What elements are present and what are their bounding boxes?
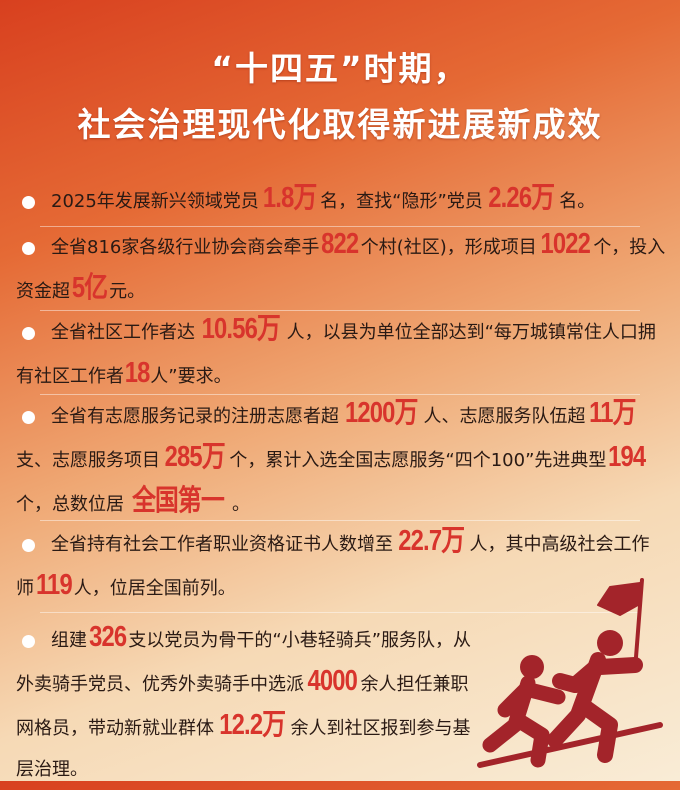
highlight-number: 1022 <box>540 228 590 260</box>
divider <box>40 310 640 311</box>
highlight-number: 194 <box>608 441 646 473</box>
body-text: 人”要求。 <box>150 366 232 387</box>
highlight-number: 285万 <box>164 441 226 473</box>
body-text: 全省持有社会工作者职业资格证书人数增至 <box>51 534 393 555</box>
highlight-number: 2.26万 <box>488 182 555 214</box>
body-text: 人，以县为单位全部达到“每万城镇常住人口拥有社区工作者 <box>16 322 656 387</box>
divider <box>40 394 640 395</box>
body-text: 人、志愿服务队伍超 <box>423 406 586 427</box>
highlight-number: 1.8万 <box>262 182 317 214</box>
body-text: 个，总数位居 <box>16 494 124 515</box>
highlight-number: 10.56万 <box>201 313 281 345</box>
body-text: 余人到社区报到参与基层治理。 <box>16 718 471 780</box>
body-text: 支、志愿服务项目 <box>16 450 160 471</box>
highlight-number: 5亿 <box>71 272 108 304</box>
highlight-number: 12.2万 <box>219 709 286 741</box>
highlight-number: 全国第一 <box>132 485 225 517</box>
divider <box>40 612 640 613</box>
body-text: 人，其中高级社会工作师 <box>16 534 650 599</box>
bullet-dot-icon <box>22 326 35 340</box>
stat-paragraph: 组建326 支以党员为骨干的“小巷轻骑兵”服务队，从外卖骑手党员、优秀外卖骑手中选… <box>16 617 486 790</box>
body-text: 个，投入资金超 <box>16 237 666 302</box>
highlight-number: 119 <box>35 569 73 601</box>
body-text: 全省816家各级行业协会商会牵手 <box>51 237 320 258</box>
divider <box>40 226 640 227</box>
body-text: 元。 <box>109 281 146 302</box>
body-text: 人，位居全国前列。 <box>73 578 236 599</box>
highlight-number: 822 <box>321 228 359 260</box>
body-text: 个村(社区)，形成项目 <box>360 237 537 258</box>
runners-with-flag-icon <box>477 578 663 768</box>
body-text: 余人担任兼职网格员，带动新就业群体 <box>16 674 469 739</box>
body-text: 个，累计入选全国志愿服务“四个100”先进典型 <box>229 450 607 471</box>
body-text: 2025年发展新兴领域党员 <box>51 191 259 212</box>
body-text: 。 <box>232 494 251 515</box>
bullet-dot-icon <box>22 634 35 648</box>
body-text: 名，查找“隐形”党员 <box>320 191 483 212</box>
title-line-1: “十四五”时期， <box>211 49 469 88</box>
highlight-number: 18 <box>124 357 151 389</box>
body-text: 全省有志愿服务记录的注册志愿者超 <box>51 406 339 427</box>
highlight-number: 4000 <box>307 665 358 697</box>
bullet-dot-icon <box>22 195 35 209</box>
highlight-number: 1200万 <box>344 397 418 429</box>
stat-paragraph: 全省社区工作者达 10.56万 人，以县为单位全部达到“每万城镇常住人口拥有社区工作… <box>16 309 666 397</box>
stat-paragraph: 全省持有社会工作者职业资格证书人数增至 22.7万 人，其中高级社会工作师119 人，… <box>16 521 666 609</box>
stat-paragraph: 全省有志愿服务记录的注册志愿者超 1200万 人、志愿服务队伍超 11万支、志愿服务项… <box>16 393 666 525</box>
divider <box>40 520 640 521</box>
highlight-number: 22.7万 <box>398 525 465 557</box>
body-text: 名。 <box>559 191 596 212</box>
stat-paragraph: 2025年发展新兴领域党员 1.8万 名，查找“隐形”党员 2.26万 名。 <box>16 178 666 222</box>
bullet-dot-icon <box>22 241 35 255</box>
bullet-dot-icon <box>22 410 35 424</box>
body-text: 全省社区工作者达 <box>51 322 195 343</box>
body-text: 支以党员为骨干的“小巷轻骑兵”服务队，从外卖骑手党员、优秀外卖骑手中选派 <box>16 630 472 695</box>
body-text: 组建 <box>51 630 87 651</box>
highlight-number: 11万 <box>588 397 636 429</box>
bullet-dot-icon <box>22 538 35 552</box>
highlight-number: 326 <box>89 621 127 653</box>
title-line-2: 社会治理现代化取得新进展新成效 <box>77 105 603 144</box>
stat-paragraph: 全省816家各级行业协会商会牵手822 个村(社区)，形成项目 1022 个，投入资金… <box>16 224 666 312</box>
